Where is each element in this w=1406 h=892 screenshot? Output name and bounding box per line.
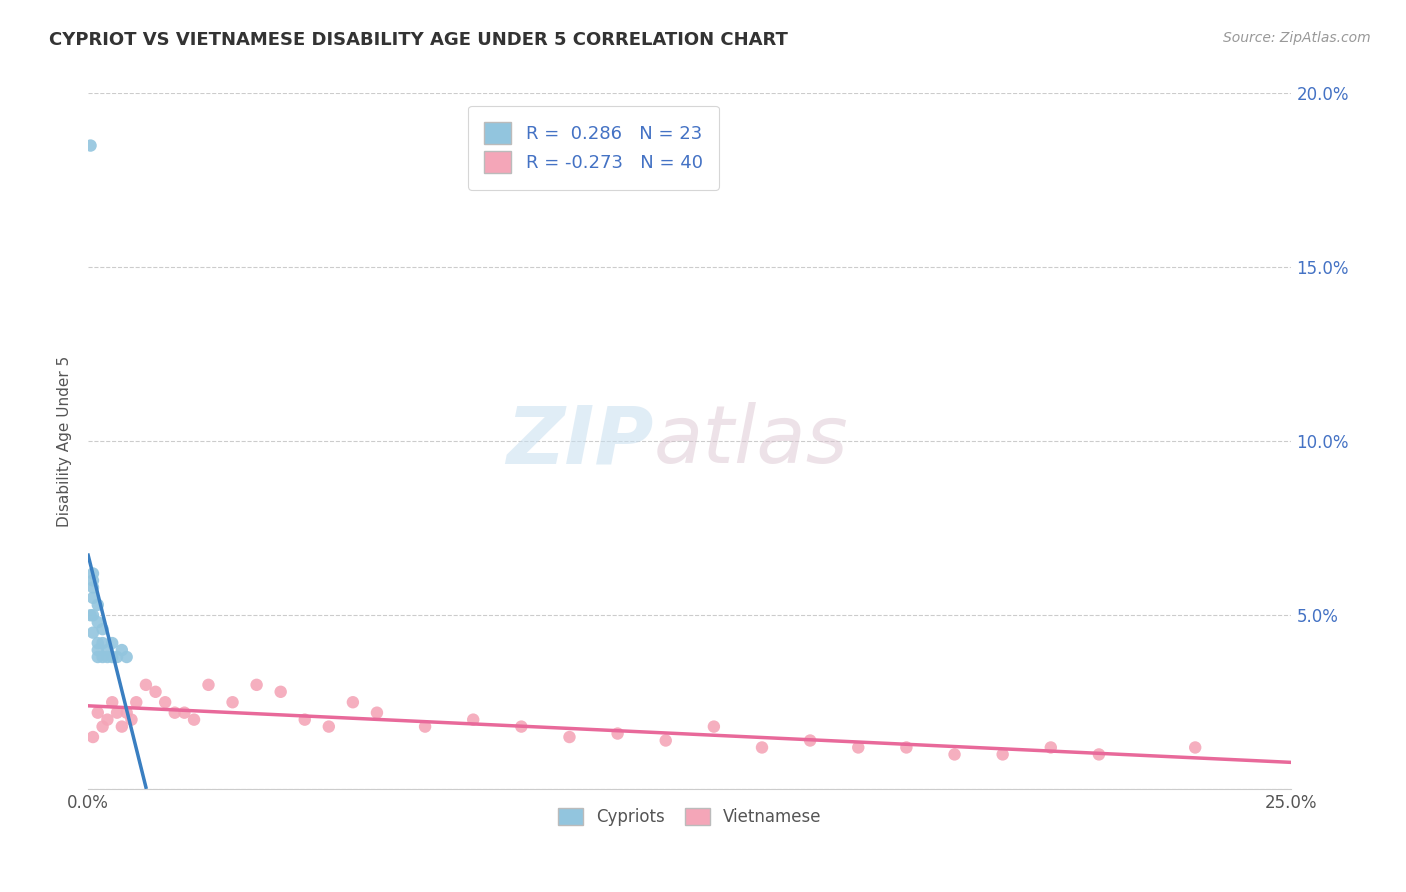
Point <box>294 713 316 727</box>
Point <box>82 566 104 581</box>
Point <box>1039 740 1062 755</box>
Point <box>366 706 388 720</box>
Point <box>197 678 219 692</box>
Point <box>654 733 676 747</box>
Point <box>111 720 134 734</box>
Point <box>270 685 292 699</box>
Point <box>1184 740 1206 755</box>
Point <box>163 706 186 720</box>
Point <box>221 695 243 709</box>
Point <box>82 581 104 595</box>
Text: CYPRIOT VS VIETNAMESE DISABILITY AGE UNDER 5 CORRELATION CHART: CYPRIOT VS VIETNAMESE DISABILITY AGE UND… <box>49 31 789 49</box>
Point <box>96 650 118 665</box>
Point <box>115 650 138 665</box>
Point <box>82 625 104 640</box>
Point <box>101 695 124 709</box>
Point <box>135 678 157 692</box>
Point <box>101 650 124 665</box>
Point <box>105 650 128 665</box>
Point <box>87 636 110 650</box>
Text: atlas: atlas <box>654 402 848 480</box>
Point <box>87 643 110 657</box>
Point <box>87 650 110 665</box>
Point <box>105 706 128 720</box>
Point <box>145 685 167 699</box>
Point <box>751 740 773 755</box>
Point <box>79 608 101 623</box>
Point <box>246 678 269 692</box>
Point <box>82 608 104 623</box>
Point <box>96 713 118 727</box>
Point <box>82 574 104 588</box>
Point <box>87 706 110 720</box>
Point <box>342 695 364 709</box>
Point <box>87 598 110 612</box>
Point <box>703 720 725 734</box>
Point <box>91 650 114 665</box>
Point <box>606 726 628 740</box>
Point <box>91 636 114 650</box>
Point <box>1088 747 1111 762</box>
Point <box>101 636 124 650</box>
Point <box>96 643 118 657</box>
Point <box>846 740 869 755</box>
Point <box>82 591 104 605</box>
Point <box>183 713 205 727</box>
Point <box>896 740 918 755</box>
Y-axis label: Disability Age Under 5: Disability Age Under 5 <box>58 356 72 527</box>
Point <box>413 720 436 734</box>
Point <box>463 713 485 727</box>
Point <box>91 622 114 636</box>
Point <box>173 706 195 720</box>
Text: Source: ZipAtlas.com: Source: ZipAtlas.com <box>1223 31 1371 45</box>
Point <box>125 695 148 709</box>
Point <box>318 720 340 734</box>
Point <box>510 720 533 734</box>
Point <box>558 730 581 744</box>
Point <box>115 706 138 720</box>
Point <box>91 720 114 734</box>
Point <box>111 643 134 657</box>
Point <box>799 733 821 747</box>
Point <box>87 615 110 630</box>
Text: ZIP: ZIP <box>506 402 654 480</box>
Point <box>153 695 176 709</box>
Legend: Cypriots, Vietnamese: Cypriots, Vietnamese <box>551 802 828 833</box>
Point <box>991 747 1014 762</box>
Point <box>121 713 143 727</box>
Point <box>79 138 101 153</box>
Point <box>82 730 104 744</box>
Point <box>943 747 966 762</box>
